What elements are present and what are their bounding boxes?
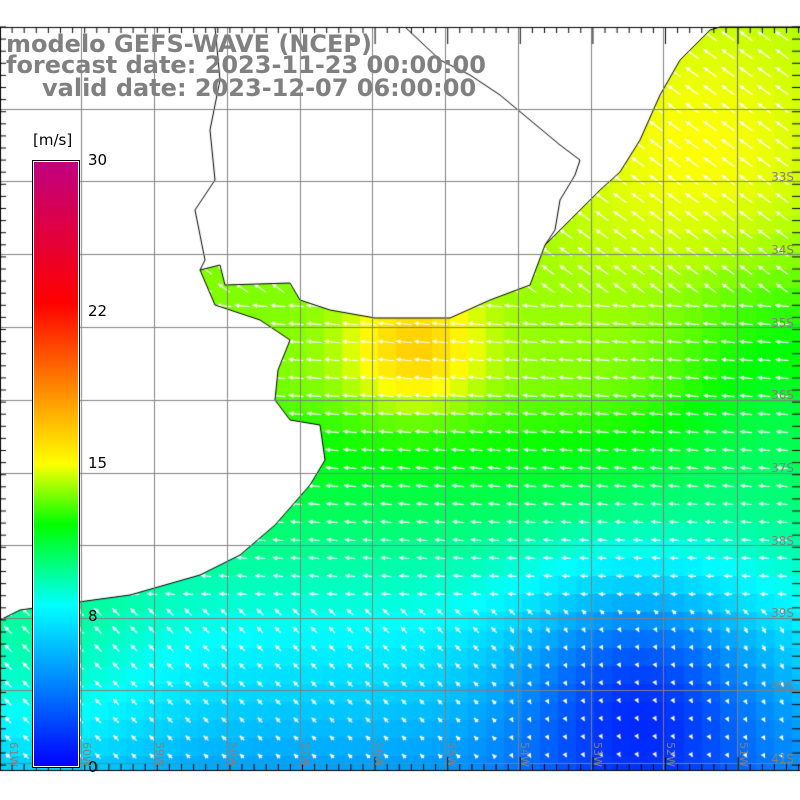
longitude-label: 54W xyxy=(518,742,531,767)
latitude-label: 38S xyxy=(771,534,794,548)
latitude-label: 36S xyxy=(771,388,794,402)
latitude-label: 33S xyxy=(771,170,794,184)
colorbar-tick-0: 0 xyxy=(88,758,98,776)
colorbar-tick-8: 8 xyxy=(88,607,98,625)
latitude-label: 41S xyxy=(771,752,794,766)
longitude-label: 56W xyxy=(372,742,385,767)
longitude-label: 57W xyxy=(299,742,312,767)
latitude-label: 37S xyxy=(771,461,794,475)
longitude-label: 58W xyxy=(226,742,239,767)
colorbar-tick-22: 22 xyxy=(88,302,108,320)
longitude-label: 51W xyxy=(737,742,750,767)
longitude-label: 55W xyxy=(445,742,458,767)
colorbar-tick-30: 30 xyxy=(88,151,108,169)
longitude-label: 52W xyxy=(664,742,677,767)
latitude-label: 34S xyxy=(771,243,794,257)
valid-date: valid date: 2023-12-07 06:00:00 xyxy=(42,74,477,102)
colorbar-unit: [m/s] xyxy=(33,131,73,149)
colorbar-tick-15: 15 xyxy=(88,454,108,472)
longitude-label: 60W xyxy=(80,742,93,767)
colorbar xyxy=(32,160,80,768)
longitude-label: 61W xyxy=(7,742,20,767)
longitude-label: 53W xyxy=(591,742,604,767)
model-title: modelo GEFS-WAVE (NCEP) xyxy=(6,30,372,58)
forecast-date: forecast date: 2023-11-23 00:00:00 xyxy=(6,51,486,79)
latitude-label: 40S xyxy=(771,679,794,693)
longitude-label: 59W xyxy=(153,742,166,767)
latitude-label: 35S xyxy=(771,316,794,330)
latitude-label: 39S xyxy=(771,606,794,620)
